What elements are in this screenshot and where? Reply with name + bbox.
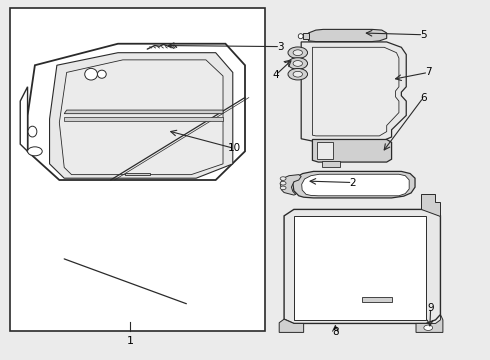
Text: 4: 4 — [272, 70, 279, 80]
Polygon shape — [125, 173, 150, 175]
Polygon shape — [294, 216, 426, 320]
Ellipse shape — [27, 147, 42, 156]
Text: 6: 6 — [420, 93, 427, 103]
Polygon shape — [27, 44, 245, 180]
Ellipse shape — [288, 58, 308, 69]
Polygon shape — [64, 117, 223, 121]
Text: 10: 10 — [228, 143, 241, 153]
Polygon shape — [303, 33, 309, 40]
Polygon shape — [59, 60, 223, 175]
Ellipse shape — [293, 71, 302, 77]
Ellipse shape — [280, 186, 286, 190]
Ellipse shape — [280, 181, 286, 185]
Ellipse shape — [424, 325, 433, 330]
Text: 7: 7 — [425, 67, 432, 77]
Polygon shape — [421, 194, 441, 216]
Text: 8: 8 — [332, 327, 339, 337]
Polygon shape — [293, 171, 415, 198]
Polygon shape — [322, 161, 340, 167]
Text: 5: 5 — [420, 30, 427, 40]
Polygon shape — [49, 53, 233, 178]
Polygon shape — [284, 210, 441, 323]
Polygon shape — [313, 47, 399, 136]
Ellipse shape — [85, 68, 98, 80]
Polygon shape — [416, 315, 443, 332]
Text: 2: 2 — [349, 177, 356, 188]
Polygon shape — [64, 110, 223, 114]
Ellipse shape — [28, 126, 37, 137]
Polygon shape — [280, 175, 301, 195]
Ellipse shape — [288, 47, 308, 58]
Text: 3: 3 — [277, 42, 284, 51]
Ellipse shape — [293, 50, 302, 55]
Text: 1: 1 — [127, 336, 134, 346]
Polygon shape — [313, 139, 392, 162]
Polygon shape — [301, 42, 406, 141]
Ellipse shape — [298, 34, 303, 39]
Polygon shape — [362, 297, 392, 302]
Polygon shape — [279, 319, 304, 332]
Polygon shape — [309, 30, 387, 41]
Polygon shape — [318, 142, 333, 159]
Polygon shape — [20, 87, 27, 151]
FancyBboxPatch shape — [10, 8, 265, 330]
Ellipse shape — [280, 177, 286, 180]
Ellipse shape — [288, 68, 308, 80]
Ellipse shape — [98, 70, 106, 78]
Polygon shape — [302, 174, 409, 196]
Ellipse shape — [293, 60, 302, 66]
Text: 9: 9 — [427, 303, 434, 313]
